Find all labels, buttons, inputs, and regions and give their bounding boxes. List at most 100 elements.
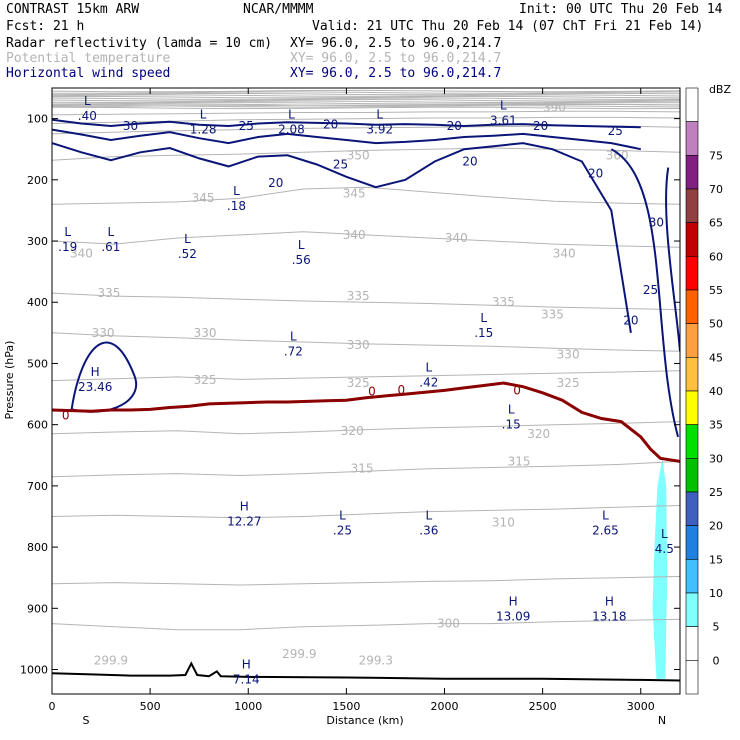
theta-label: 390 <box>543 101 566 115</box>
extremum-L: L.72 <box>284 329 303 358</box>
theta-label: 345 <box>192 191 215 205</box>
theta-label: 325 <box>347 376 370 390</box>
x-tick-label: 1500 <box>332 700 360 713</box>
extremum-value: 13.18 <box>592 609 626 623</box>
y-tick-label: 200 <box>27 174 48 187</box>
source-label: NCAR/MMMM <box>243 2 314 17</box>
end-label-left: S <box>83 714 90 727</box>
x-axis-label: Distance (km) <box>326 714 403 727</box>
colorbar-cell <box>685 458 699 493</box>
colorbar-level-label: 30 <box>709 452 723 465</box>
extremum-type: L <box>508 403 515 417</box>
wind-label: 20 <box>323 118 338 132</box>
tropopause-marker: 0 <box>62 408 70 422</box>
plot-frame <box>51 87 681 695</box>
colorbar-cell <box>685 626 699 661</box>
colorbar-cell <box>685 525 699 560</box>
extremum-type: L <box>64 225 71 239</box>
wind-label: 20 <box>447 119 462 133</box>
extremum-value: 2.65 <box>592 524 619 538</box>
theta-label: 340 <box>343 228 366 242</box>
extremum-type: L <box>661 527 668 541</box>
theta-contour-upper <box>52 102 680 105</box>
extremum-type: L <box>290 329 297 343</box>
extremum-type: L <box>376 108 383 122</box>
theta-label: 330 <box>92 326 115 340</box>
extremum-value: 2.08 <box>278 123 305 137</box>
y-tick-label: 600 <box>27 419 48 432</box>
colorbar-level-label: 5 <box>713 621 720 634</box>
colorbar-cell <box>685 155 699 190</box>
colorbar-cell <box>685 323 699 358</box>
colorbar-level-label: 75 <box>709 149 723 162</box>
theta-label: 335 <box>492 295 515 309</box>
wind-label: 25 <box>239 119 254 133</box>
extremum-L: L4.5 <box>655 527 674 556</box>
theta-contour-upper <box>52 95 680 99</box>
colorbar-level-label: 20 <box>709 520 723 533</box>
theta-label: 335 <box>541 307 564 321</box>
colorbar-cell <box>685 592 699 627</box>
y-tick-label: 800 <box>27 541 48 554</box>
wind-label: 20 <box>268 176 283 190</box>
extremum-L: L.15 <box>502 403 521 432</box>
theta-label: 299.9 <box>282 647 316 661</box>
x-tick-label: 500 <box>140 700 161 713</box>
extremum-type: H <box>509 594 518 608</box>
extremum-type: H <box>91 365 100 379</box>
theta-label: 335 <box>97 286 120 300</box>
wind-label: 30 <box>123 119 138 133</box>
extremum-L: L.42 <box>419 360 438 389</box>
theta-label: 340 <box>553 246 576 260</box>
theta-label: 315 <box>351 462 374 476</box>
extremum-value: 3.92 <box>366 123 393 137</box>
tropopause-marker: 0 <box>513 383 521 397</box>
theta-contour-350 <box>52 147 680 161</box>
colorbar-cell <box>685 660 699 695</box>
y-tick-label: 400 <box>27 296 48 309</box>
extremum-value: .19 <box>58 240 77 254</box>
extremum-type: L <box>84 94 91 108</box>
extremum-value: .36 <box>419 524 438 538</box>
theta-contour-325 <box>52 370 680 382</box>
extremum-type: L <box>200 108 207 122</box>
theta-label: 330 <box>194 326 217 340</box>
wind-label: 30 <box>649 216 664 230</box>
colorbar-cell <box>685 222 699 257</box>
extremum-L: L.18 <box>227 184 246 213</box>
extremum-value: 3.61 <box>490 113 517 127</box>
theta-label: 330 <box>347 338 370 352</box>
extremum-H: H12.27 <box>227 499 261 528</box>
wind-contour-25 <box>52 128 642 151</box>
extremum-type: L <box>339 509 346 523</box>
theta-label: 325 <box>557 376 580 390</box>
theta-contour-upper <box>52 98 680 102</box>
extremum-H: H13.09 <box>496 594 530 623</box>
x-tick-label: 2000 <box>431 700 459 713</box>
extremum-L: L.36 <box>419 509 438 538</box>
x-tick-label: 0 <box>49 700 56 713</box>
colorbar-level-label: 25 <box>709 486 723 499</box>
theta-contour-340 <box>52 231 680 248</box>
theta-label: 325 <box>194 373 217 387</box>
extremum-H: H13.18 <box>592 594 626 623</box>
field-wind-xy: XY= 96.0, 2.5 to 96.0,214.7 <box>290 66 501 81</box>
colorbar-cell <box>685 357 699 392</box>
theta-label: 350 <box>347 148 370 162</box>
extremum-value: 13.09 <box>496 609 530 623</box>
y-tick-label: 1000 <box>20 664 48 677</box>
wind-label: 25 <box>643 283 658 297</box>
extremum-value: 12.27 <box>227 514 261 528</box>
extremum-value: 23.46 <box>78 380 112 394</box>
extremum-value: .25 <box>333 524 352 538</box>
theta-contour-380 <box>52 110 680 116</box>
extremum-value: 7.14 <box>233 672 260 686</box>
extremum-H: H7.14 <box>233 657 260 686</box>
colorbar: dBZ 0 5 10 15 20 25 30 35 40 45 50 55 60 65 70 75 <box>685 83 731 695</box>
extremum-value: .72 <box>284 344 303 358</box>
extremum-L: L.61 <box>101 225 120 254</box>
colorbar-level-label: 35 <box>709 419 723 432</box>
y-tick-label: 300 <box>27 235 48 248</box>
colorbar-cell <box>685 289 699 324</box>
y-axis-label: Pressure (hPa) <box>3 341 16 420</box>
